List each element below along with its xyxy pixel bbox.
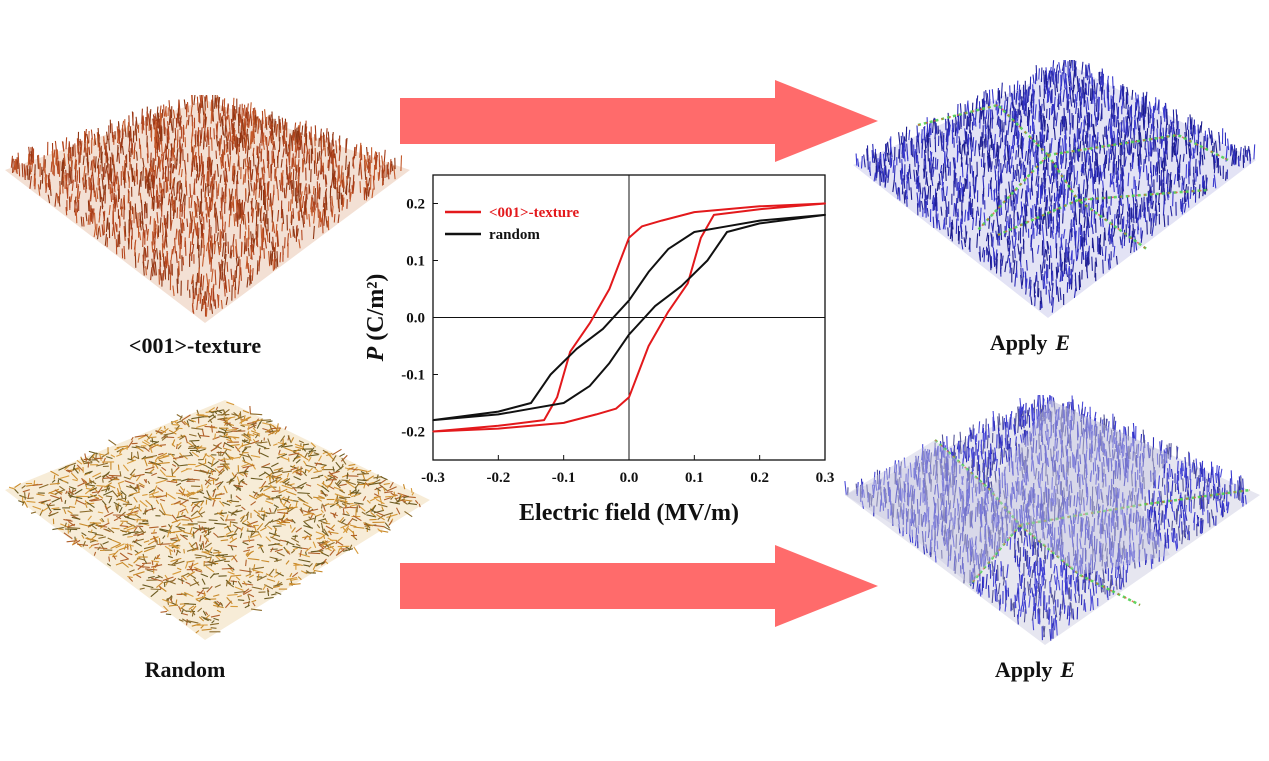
data-point (569, 351, 571, 353)
data-point (589, 322, 591, 324)
data-point (667, 248, 669, 250)
apply-word-bottom: Apply (994, 657, 1053, 682)
data-point (680, 285, 682, 287)
x-tick-label: 0.2 (750, 470, 769, 486)
data-point (713, 214, 715, 216)
applied-random-panel-dipoles (844, 395, 1247, 641)
legend-label-0: <001>-texture (489, 205, 579, 221)
series-points-0 (432, 202, 826, 433)
data-point (628, 299, 630, 301)
data-point (628, 334, 630, 336)
arrow-bottom-shape (400, 545, 878, 627)
data-point (687, 282, 689, 284)
random-panel-dipoles (8, 401, 421, 634)
y-tick-label: 0.1 (406, 254, 425, 270)
applied-texture-panel-domain-walls (917, 103, 1229, 252)
data-point (726, 225, 728, 227)
data-point (759, 208, 761, 210)
x-tick-label: 0.3 (816, 470, 835, 486)
data-point (628, 237, 630, 239)
data-point (497, 411, 499, 413)
data-point (497, 428, 499, 430)
hysteresis-chart: -0.3 -0.2 -0.1 0.0 0.1 0.2 0.3 -0.2 -0.1 0.0 0.1 0.… (363, 174, 835, 526)
data-point (543, 419, 545, 421)
random-caption: Random (144, 657, 226, 682)
apply-e-caption-top: Apply E (955, 330, 1105, 356)
x-tick-label: -0.3 (421, 470, 445, 486)
data-point (608, 362, 610, 364)
x-axis-title: Electric field (MV/m) (519, 500, 739, 526)
data-point (550, 373, 552, 376)
data-point (602, 328, 604, 330)
field-symbol-top: E (1055, 330, 1071, 355)
data-point (648, 271, 650, 273)
y-axis-title: P (C/m²) (363, 274, 389, 363)
y-axis-symbol: P (363, 346, 389, 362)
arrow-bottom (400, 545, 878, 627)
data-point (432, 430, 434, 433)
data-point (628, 396, 630, 398)
data-point (563, 402, 565, 404)
series-points-1 (432, 214, 826, 421)
data-point (726, 231, 728, 233)
data-point (595, 413, 597, 415)
applied-field-random-panel (844, 395, 1260, 645)
data-point (497, 413, 499, 415)
data-point (589, 385, 591, 387)
y-tick-label: 0.2 (406, 197, 425, 213)
data-point (706, 259, 708, 262)
data-point (654, 305, 656, 307)
x-tick-label: -0.2 (486, 470, 510, 486)
field-symbol-bottom: E (1060, 657, 1076, 682)
data-point (530, 402, 532, 404)
applied-random-panel-domain-walls (934, 439, 1251, 607)
y-tick-label: -0.2 (401, 425, 425, 441)
data-point (693, 211, 695, 213)
arrow-top-shape (400, 80, 878, 162)
x-tick-label: 0.0 (620, 470, 639, 486)
data-point (432, 419, 434, 421)
applied-field-texture-panel (853, 60, 1256, 318)
applied-texture-panel-dipoles (855, 60, 1256, 313)
data-point (700, 237, 702, 239)
x-tick-label: -0.1 (552, 470, 576, 486)
x-tick-label: 0.1 (685, 470, 704, 486)
apply-e-caption-bottom: Apply E (960, 657, 1110, 683)
data-point (648, 345, 650, 347)
data-point (693, 231, 695, 233)
data-point (759, 205, 761, 207)
data-point (530, 408, 532, 410)
data-point (667, 311, 669, 313)
data-point (641, 225, 643, 227)
data-point (556, 396, 558, 398)
data-point (824, 214, 826, 216)
data-point (563, 422, 565, 424)
y-tick-label: 0.0 (406, 311, 425, 327)
y-tick-label: -0.1 (401, 368, 425, 384)
texture-panel-dipoles (10, 95, 403, 317)
apply-word-top: Apply (989, 330, 1048, 355)
data-point (759, 220, 761, 222)
data-point (661, 220, 663, 222)
data-point (497, 425, 499, 427)
data-point (576, 348, 578, 350)
data-point (759, 222, 761, 224)
data-point (824, 202, 826, 205)
data-point (615, 408, 617, 410)
random-domain-panel (5, 400, 430, 640)
texture-domain-panel (5, 95, 410, 323)
y-axis-unit: (C/m²) (363, 274, 389, 347)
arrow-top (400, 80, 878, 162)
texture-caption: <001>-texture (128, 333, 262, 358)
legend-label-1: random (489, 227, 540, 243)
data-point (608, 288, 610, 290)
